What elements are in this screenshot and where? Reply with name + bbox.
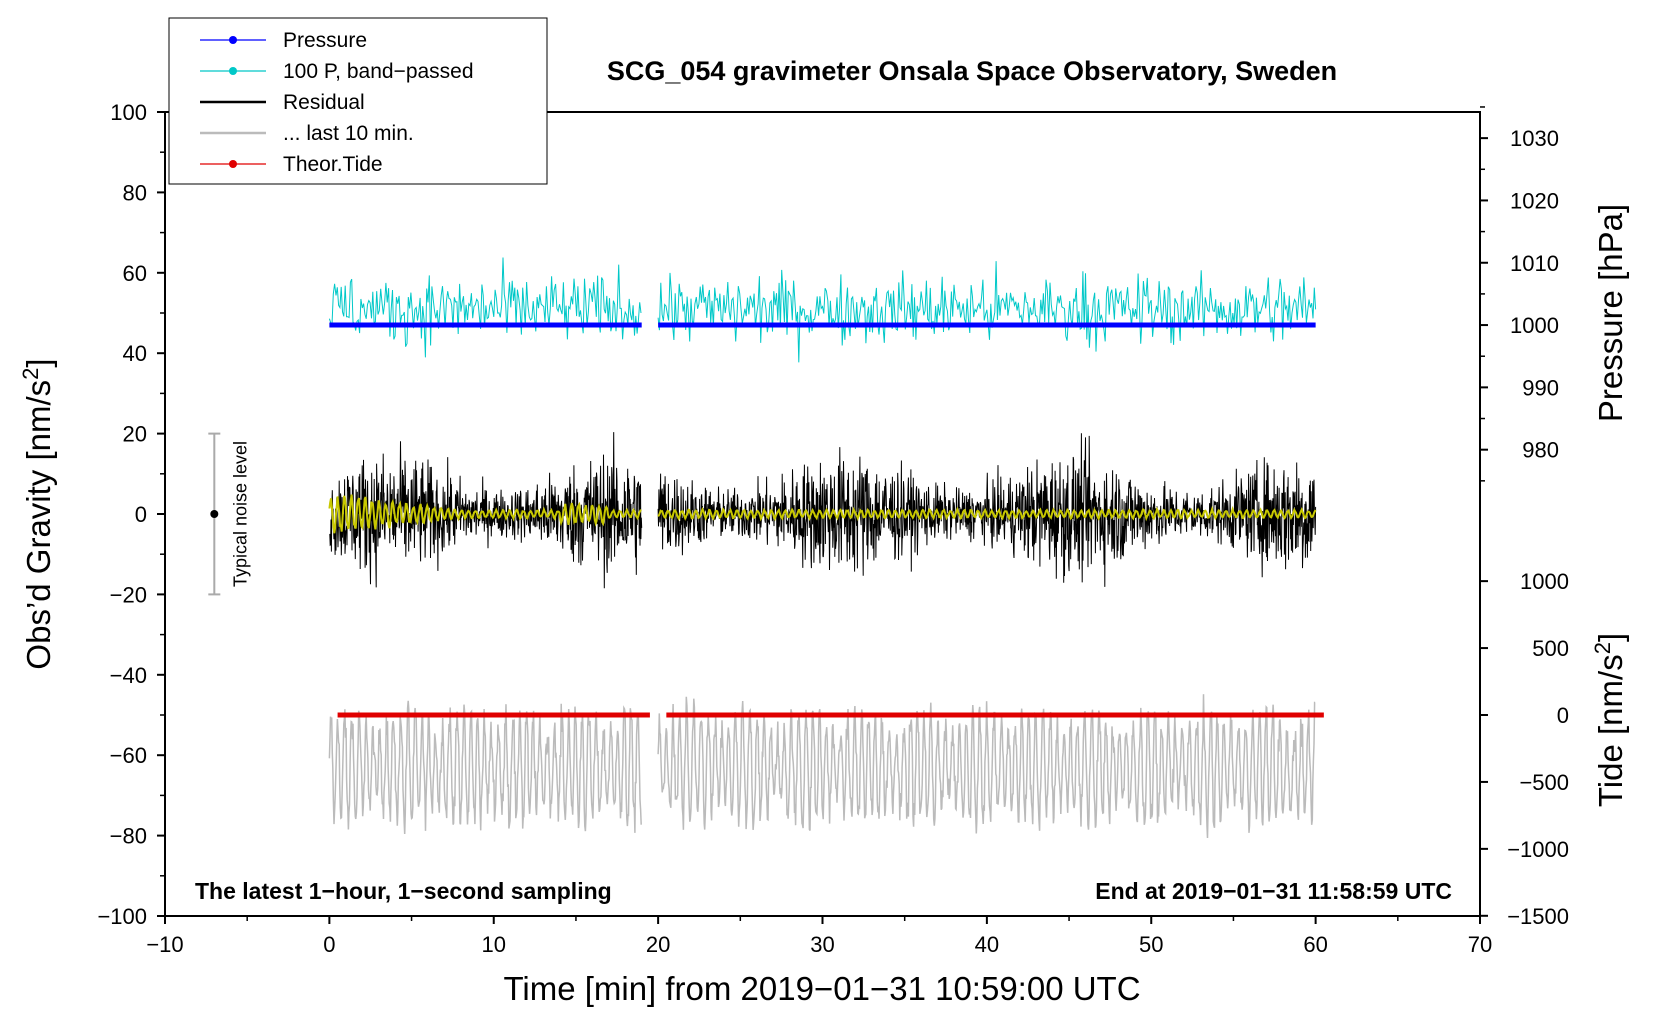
y-tick-label: −40 [110, 663, 147, 688]
y-tick-label: 80 [123, 180, 147, 205]
tide-tick-label: 1000 [1520, 569, 1569, 594]
series-band-passed-pressure [328, 257, 642, 358]
tide-tick-label: 500 [1532, 636, 1569, 661]
y-tick-label: 100 [110, 100, 147, 125]
y-axis-left-title-tail: ] [20, 358, 57, 367]
pressure-tick-label: 990 [1522, 375, 1559, 400]
legend-items: Pressure 100 P, band−passed Residual ... la… [200, 29, 474, 176]
pressure-tick-label: 980 [1522, 438, 1559, 463]
legend-label: ... last 10 min. [283, 122, 414, 145]
chart-title: SCG_054 gravimeter Onsala Space Observat… [607, 56, 1337, 86]
tide-tick-label: −1000 [1507, 837, 1569, 862]
x-tick-label: 10 [482, 932, 506, 957]
series-residual-smoothed [328, 494, 642, 534]
y-axis-left-title-main: Obs’d Gravity [nm/s [20, 380, 57, 670]
legend: Pressure 100 P, band−passed Residual ... la… [168, 17, 548, 185]
annotation-right: End at 2019−01−31 11:58:59 UTC [1095, 878, 1452, 904]
series-band-passed-pressure [657, 261, 1317, 363]
noise-level-indicator: Typical noise level [208, 432, 250, 596]
x-tick-label: 60 [1303, 932, 1327, 957]
legend-label: 100 P, band−passed [283, 60, 474, 83]
y-tick-label: 20 [123, 422, 147, 447]
noise-level-label: Typical noise level [230, 441, 250, 587]
tide-tick-label: 0 [1557, 703, 1569, 728]
y-tick-label: −20 [110, 582, 147, 607]
y-tick-label: 40 [123, 341, 147, 366]
x-tick-label: 70 [1468, 932, 1492, 957]
y-tick-label: −80 [110, 824, 147, 849]
tide-tick-label: −500 [1519, 770, 1569, 795]
pressure-tick-label: 1000 [1510, 313, 1559, 338]
pressure-tick-label: 1010 [1510, 251, 1559, 276]
y-tick-label: 60 [123, 261, 147, 286]
series-last-10-min [657, 694, 1316, 839]
pressure-tick-label: 1030 [1510, 126, 1559, 151]
x-tick-label: 50 [1139, 932, 1163, 957]
legend-label: Theor.Tide [283, 153, 383, 176]
legend-label: Residual [283, 91, 365, 114]
y-axis-pressure-title: Pressure [hPa] [1592, 204, 1629, 422]
y-axis-left-title-sup: 2 [18, 368, 43, 380]
legend-marker [229, 160, 237, 168]
legend-label: Pressure [283, 29, 367, 52]
x-tick-label: 0 [323, 932, 335, 957]
y-tick-label: −100 [97, 904, 147, 929]
y-axis-tide-title-tail: ] [1592, 633, 1629, 642]
y-tick-label: 0 [135, 502, 147, 527]
y-axis-tide-title: Tide [nm/s2] [1590, 633, 1629, 807]
series-residual [329, 432, 643, 589]
x-axis-title: Time [min] from 2019−01−31 10:59:00 UTC [503, 970, 1140, 1007]
x-tick-label: −10 [146, 932, 183, 957]
y-axis-tide-title-sup: 2 [1590, 642, 1615, 654]
x-tick-label: 30 [810, 932, 834, 957]
y-tick-label: −60 [110, 743, 147, 768]
annotation-left: The latest 1−hour, 1−second sampling [195, 878, 612, 904]
pressure-tick-label: 1020 [1510, 188, 1559, 213]
x-tick-label: 40 [975, 932, 999, 957]
y-axis-left-title: Obs’d Gravity [nm/s2] [18, 358, 57, 669]
ticks-layer: −10 0 10 20 30 40 50 60 70100806040200−20−40−60−… [97, 100, 1569, 957]
legend-marker [229, 36, 237, 44]
x-tick-label: 20 [646, 932, 670, 957]
series-residual-smoothed [657, 505, 1317, 522]
y-axis-tide-title-main: Tide [nm/s [1592, 654, 1629, 807]
series-residual [657, 433, 1317, 587]
legend-marker [229, 67, 237, 75]
tide-tick-label: −1500 [1507, 904, 1569, 929]
series-layer [328, 257, 1324, 839]
series-last-10-min [328, 700, 642, 835]
noise-level-dot [210, 510, 219, 518]
